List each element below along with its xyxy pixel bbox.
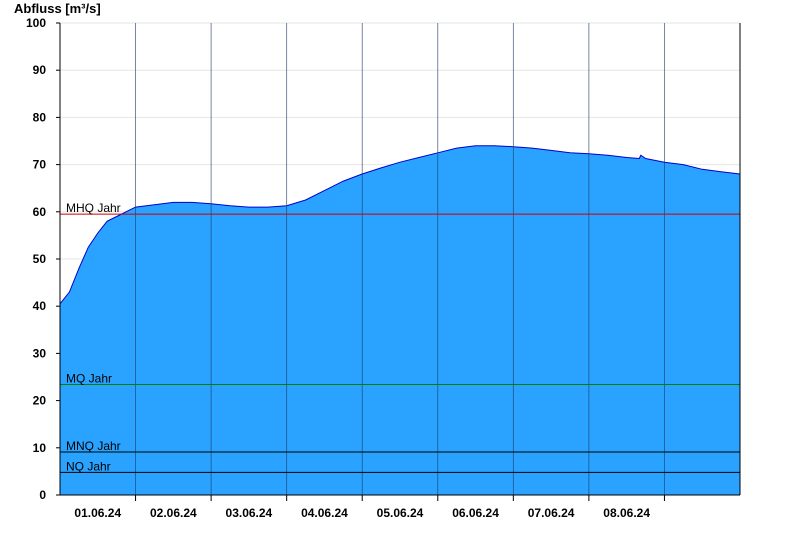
x-tick-label: 07.06.24 [528, 506, 575, 520]
x-tick-labels: 01.06.24 02.06.24 03.06.24 04.06.24 05.06.24… [74, 506, 650, 520]
y-tick-label: 90 [33, 63, 47, 77]
y-tick-label: 100 [26, 16, 46, 30]
x-tick-label: 04.06.24 [301, 506, 348, 520]
x-tick-label: 05.06.24 [377, 506, 424, 520]
y-tick-label: 70 [33, 158, 47, 172]
day-separators [135, 23, 665, 495]
y-tick-label: 0 [39, 488, 46, 502]
x-tick-label: 06.06.24 [452, 506, 499, 520]
x-tick-label: 03.06.24 [226, 506, 273, 520]
x-tick-label: 08.06.24 [603, 506, 650, 520]
y-tick-label: 10 [33, 441, 47, 455]
y-tick-labels: 0 10 20 30 40 50 60 70 80 90 100 [26, 16, 46, 502]
y-tick-label: 80 [33, 110, 47, 124]
x-tick-label: 01.06.24 [74, 506, 121, 520]
series-area [60, 145, 740, 495]
y-tick-label: 40 [33, 299, 47, 313]
reference-label: MNQ Jahr [66, 439, 121, 453]
reference-lines: MHQ Jahr MQ Jahr MNQ Jahr NQ Jahr [60, 201, 740, 473]
discharge-area [59, 145, 741, 495]
y-tick-label: 50 [33, 252, 47, 266]
y-tick-label: 20 [33, 394, 47, 408]
reference-label: MQ Jahr [66, 372, 112, 386]
y-axis-label: Abfluss [m³/s] [14, 1, 101, 16]
series-line [59, 145, 741, 305]
reference-label: MHQ Jahr [66, 201, 121, 215]
x-tick-label: 02.06.24 [150, 506, 197, 520]
axes [56, 22, 741, 501]
y-tick-label: 60 [33, 205, 47, 219]
reference-label: NQ Jahr [66, 459, 111, 473]
y-tick-label: 30 [33, 346, 47, 360]
